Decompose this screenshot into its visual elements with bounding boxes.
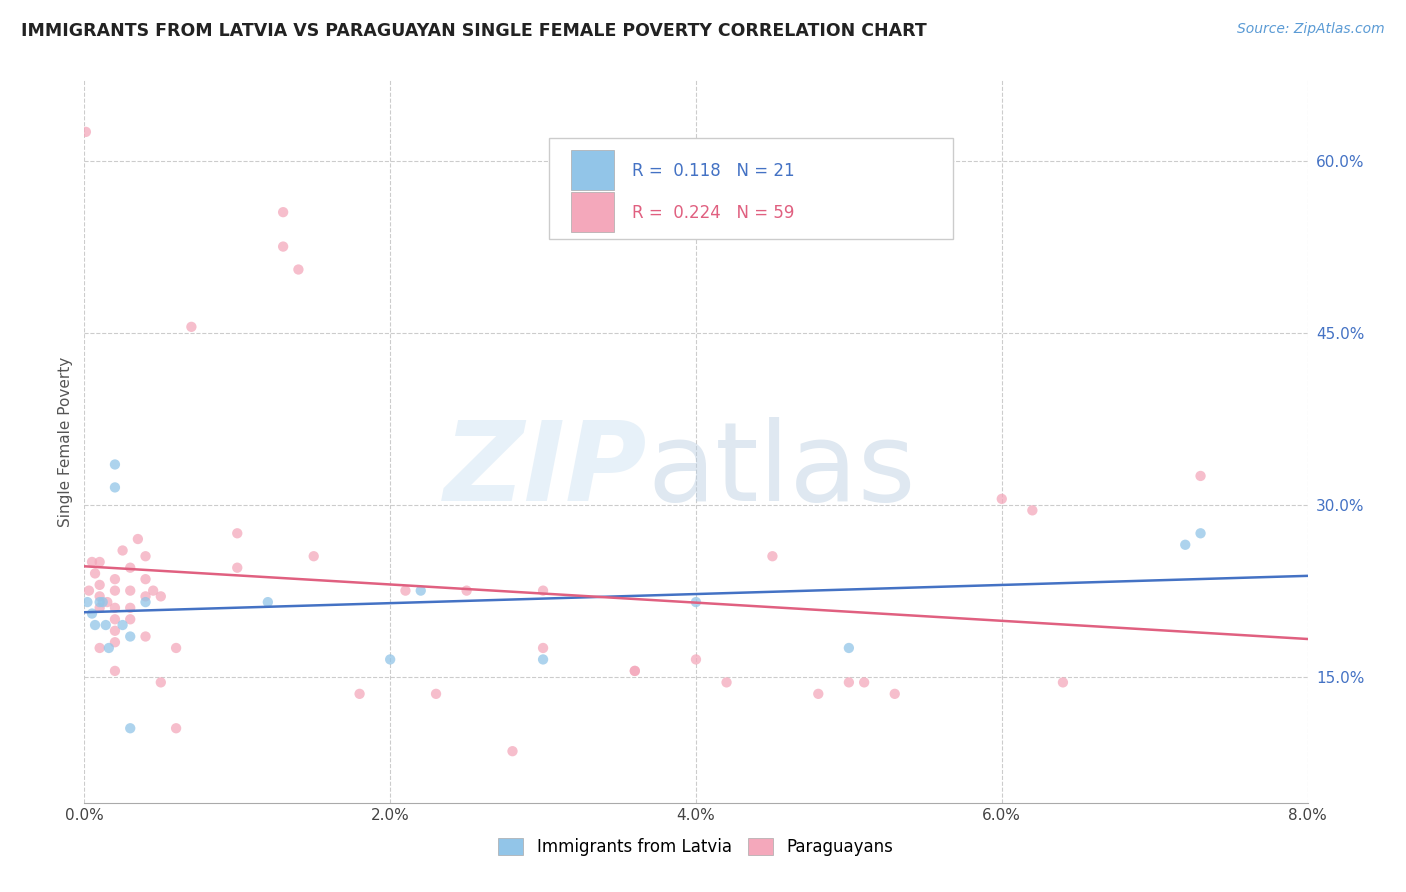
Point [716, 675, 738, 690]
Point [142, 583, 165, 598]
Point [84, 566, 107, 581]
Point [1021, 503, 1043, 517]
Point [89, 578, 111, 592]
Point [1052, 675, 1074, 690]
Point [89, 640, 111, 655]
Point [135, 630, 157, 644]
Point [149, 590, 172, 604]
Text: IMMIGRANTS FROM LATVIA VS PARAGUAYAN SINGLE FEMALE POVERTY CORRELATION CHART: IMMIGRANTS FROM LATVIA VS PARAGUAYAN SIN… [21, 22, 927, 40]
Point [104, 635, 127, 649]
Point [80, 607, 103, 621]
Point [165, 640, 187, 655]
Point [761, 549, 783, 564]
Point [624, 664, 647, 678]
Point [120, 600, 142, 615]
Point [409, 583, 432, 598]
Point [96, 595, 118, 609]
Point [135, 595, 157, 609]
Point [111, 618, 134, 632]
Point [135, 572, 157, 586]
Point [135, 549, 157, 564]
Point [94, 618, 117, 632]
Point [104, 480, 127, 494]
Point [91, 595, 114, 609]
FancyBboxPatch shape [571, 151, 614, 190]
Point [120, 583, 142, 598]
Point [104, 624, 127, 638]
Point [149, 675, 172, 690]
Point [104, 664, 127, 678]
Point [838, 640, 860, 655]
Point [127, 532, 149, 546]
Point [1189, 469, 1212, 483]
Point [991, 491, 1014, 506]
Point [104, 572, 127, 586]
Point [80, 555, 103, 569]
Point [111, 543, 134, 558]
Point [685, 652, 707, 666]
Point [883, 687, 905, 701]
Point [1189, 526, 1212, 541]
Point [853, 675, 876, 690]
Point [271, 239, 294, 253]
Point [1174, 538, 1197, 552]
Text: Source: ZipAtlas.com: Source: ZipAtlas.com [1237, 22, 1385, 37]
Point [807, 687, 830, 701]
Point [84, 618, 107, 632]
Point [531, 583, 554, 598]
Point [531, 652, 554, 666]
Point [165, 721, 187, 735]
Point [838, 675, 860, 690]
Point [89, 600, 111, 615]
Point [685, 595, 707, 609]
Point [226, 526, 249, 541]
Point [271, 205, 294, 219]
Point [104, 458, 127, 472]
Point [104, 583, 127, 598]
Point [76, 595, 98, 609]
Point [394, 583, 416, 598]
Point [531, 640, 554, 655]
Legend: Immigrants from Latvia, Paraguayans: Immigrants from Latvia, Paraguayans [492, 831, 900, 863]
Point [120, 630, 142, 644]
Point [89, 555, 111, 569]
Text: R =  0.118   N = 21: R = 0.118 N = 21 [633, 161, 794, 179]
Point [302, 549, 325, 564]
Point [226, 560, 249, 574]
Point [425, 687, 447, 701]
Point [180, 319, 202, 334]
Point [135, 590, 157, 604]
Point [89, 590, 111, 604]
FancyBboxPatch shape [571, 193, 614, 232]
Y-axis label: Single Female Poverty: Single Female Poverty [58, 357, 73, 526]
Text: atlas: atlas [647, 417, 915, 524]
Point [89, 595, 111, 609]
Point [104, 612, 127, 626]
Point [120, 612, 142, 626]
Point [97, 640, 120, 655]
Point [502, 744, 524, 758]
Text: ZIP: ZIP [443, 417, 647, 524]
Point [624, 664, 647, 678]
Point [75, 125, 97, 139]
Point [349, 687, 371, 701]
Point [104, 600, 127, 615]
Point [257, 595, 280, 609]
Point [77, 583, 100, 598]
Text: R =  0.224   N = 59: R = 0.224 N = 59 [633, 203, 794, 221]
Point [120, 560, 142, 574]
Point [287, 262, 309, 277]
Point [120, 721, 142, 735]
Point [456, 583, 478, 598]
FancyBboxPatch shape [550, 138, 953, 239]
Point [380, 652, 402, 666]
